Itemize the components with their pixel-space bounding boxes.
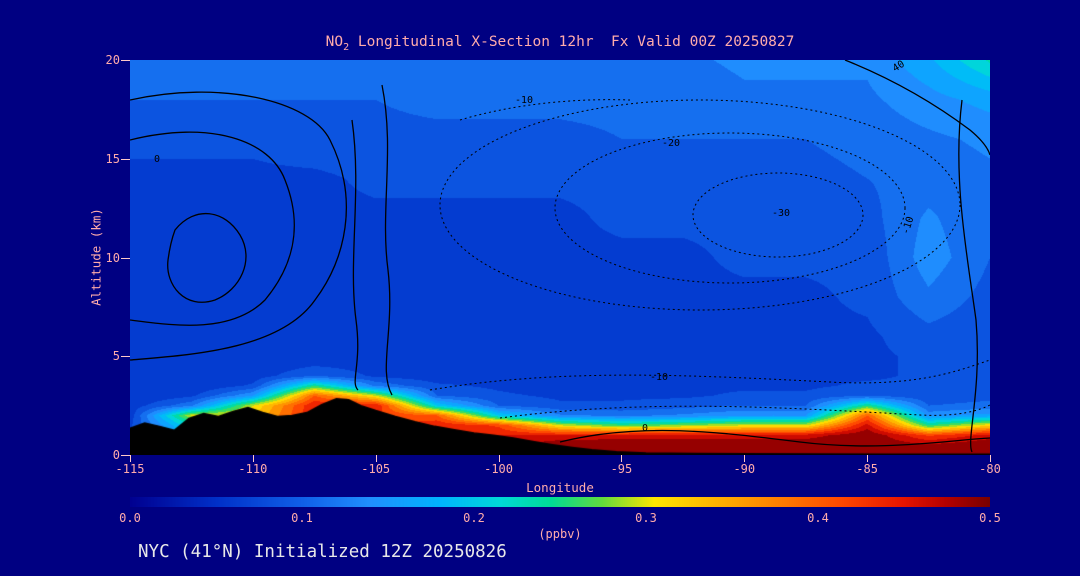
contour-line-solid xyxy=(130,91,347,361)
y-tick-mark xyxy=(121,455,130,456)
contour-loop-dotted xyxy=(554,132,906,284)
chart-title-subscript: 2 xyxy=(343,41,350,53)
y-tick-label: 5 xyxy=(112,349,120,364)
contour-line-solid xyxy=(844,60,990,156)
contour-line-solid xyxy=(559,429,990,447)
x-tick-mark xyxy=(867,455,869,462)
x-tick-mark xyxy=(375,455,377,462)
contour-loop-dotted xyxy=(439,99,961,311)
y-tick-label: 0 xyxy=(112,448,120,462)
x-tick-mark xyxy=(990,455,991,462)
x-tick-label: -100 xyxy=(484,462,514,476)
y-tick-mark xyxy=(121,158,130,160)
contour-label: 0 xyxy=(154,154,160,165)
contour-label: -10 xyxy=(515,95,533,106)
y-tick-mark xyxy=(121,257,130,259)
contour-label: -10 xyxy=(900,215,916,236)
x-tick-label: -85 xyxy=(856,462,878,476)
contour-line-solid xyxy=(958,99,979,453)
plot-area: 40 -10 -20 -30 -10 -10 0 0 0 xyxy=(130,60,990,455)
contour-line-dotted xyxy=(429,359,990,391)
x-tick-label: -110 xyxy=(238,462,268,476)
colorbar xyxy=(130,497,990,507)
colorbar-tick-label: 0.0 xyxy=(119,511,141,525)
colorbar-label: (ppbv) xyxy=(538,527,582,541)
colorbar-tick-label: 0.4 xyxy=(807,511,829,525)
colorbar-tick-label: 0.2 xyxy=(463,511,485,525)
colorbar-tick-label: 0.3 xyxy=(635,511,657,525)
chart-title: NO2 Longitudinal X-Section 12hr Fx Valid… xyxy=(130,34,990,53)
contour-label: -20 xyxy=(662,138,680,149)
chart-title-prefix: NO xyxy=(325,34,344,50)
contour-label: -30 xyxy=(772,208,790,219)
y-tick-mark xyxy=(121,356,130,358)
contour-label: 0 xyxy=(146,425,158,437)
contour-label: 40 xyxy=(891,60,907,75)
contour-label: -10 xyxy=(650,372,668,383)
x-tick-mark xyxy=(621,455,623,462)
x-tick-label: -105 xyxy=(361,462,391,476)
y-tick-label: 20 xyxy=(105,53,120,67)
contour-line-dotted xyxy=(459,99,631,121)
x-tick-label: -80 xyxy=(979,462,1001,476)
colorbar-tick-label: 0.5 xyxy=(979,511,1001,525)
y-tick-label: 15 xyxy=(105,151,120,166)
contour-overlay: 40 -10 -20 -30 -10 -10 0 0 0 xyxy=(130,60,990,453)
x-tick-label: -115 xyxy=(115,462,145,476)
heatmap-canvas xyxy=(130,60,990,455)
chart-title-rest: Longitudinal X-Section 12hr Fx Valid 00Z… xyxy=(349,34,795,50)
contour-line-solid xyxy=(167,213,247,303)
footer-text: NYC (41°N) Initialized 12Z 20250826 xyxy=(138,542,507,562)
x-tick-mark xyxy=(130,455,131,462)
contour-line-solid xyxy=(130,131,295,326)
contour-line-dotted xyxy=(499,404,990,419)
contour-line-solid xyxy=(381,84,393,396)
contour-loop-dotted xyxy=(692,172,864,258)
contour-label: 0 xyxy=(642,423,648,434)
x-tick-mark xyxy=(498,455,500,462)
y-tick-mark xyxy=(121,60,130,61)
x-tick-label: -95 xyxy=(610,462,633,476)
y-tick-label: 10 xyxy=(105,250,120,265)
x-tick-label: -90 xyxy=(733,462,756,476)
x-axis-title: Longitude xyxy=(526,480,594,495)
colorbar-tick-label: 0.1 xyxy=(291,511,313,525)
x-tick-mark xyxy=(744,455,746,462)
contour-line-solid xyxy=(351,119,359,391)
x-tick-mark xyxy=(252,455,254,462)
